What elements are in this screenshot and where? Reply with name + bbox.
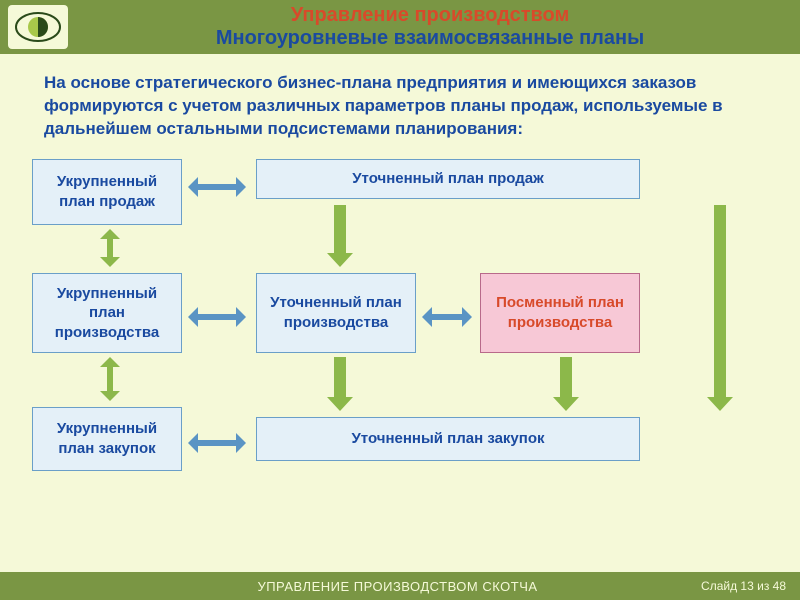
node-n3: Укрупненный план производства <box>32 273 182 353</box>
title-line-2: Многоуровневые взаимосвязанные планы <box>68 27 792 50</box>
arrow-0 <box>188 175 246 204</box>
node-n1: Укрупненный план продаж <box>32 159 182 225</box>
eye-logo-icon <box>14 9 62 45</box>
arrow-7 <box>326 357 354 416</box>
arrow-5 <box>98 357 122 406</box>
arrow-9 <box>706 205 734 416</box>
node-n2: Уточненный план продаж <box>256 159 640 199</box>
footer-title: УПРАВЛЕНИЕ ПРОИЗВОДСТВОМ СКОТЧА <box>94 579 701 594</box>
arrow-2 <box>422 305 472 334</box>
arrow-6 <box>326 205 354 272</box>
arrow-1 <box>188 305 246 334</box>
footer-slide-number: Слайд 13 из 48 <box>701 579 786 593</box>
node-n6: Укрупненный план закупок <box>32 407 182 471</box>
arrow-3 <box>188 431 246 460</box>
flowchart-diagram: Укрупненный план продаж Уточненный план п… <box>0 151 800 551</box>
header-bar: Управление производством Многоуровневые … <box>0 0 800 54</box>
title-line-1: Управление производством <box>68 4 792 27</box>
arrow-8 <box>552 357 580 416</box>
intro-paragraph: На основе стратегического бизнес-плана п… <box>0 54 800 151</box>
node-n4: Уточненный план производства <box>256 273 416 353</box>
footer-bar: УПРАВЛЕНИЕ ПРОИЗВОДСТВОМ СКОТЧА Слайд 13… <box>0 572 800 600</box>
header-titles: Управление производством Многоуровневые … <box>68 4 792 50</box>
node-n5: Посменный план производства <box>480 273 640 353</box>
node-n7: Уточненный план закупок <box>256 417 640 461</box>
logo-wrap <box>8 5 68 49</box>
arrow-4 <box>98 229 122 272</box>
